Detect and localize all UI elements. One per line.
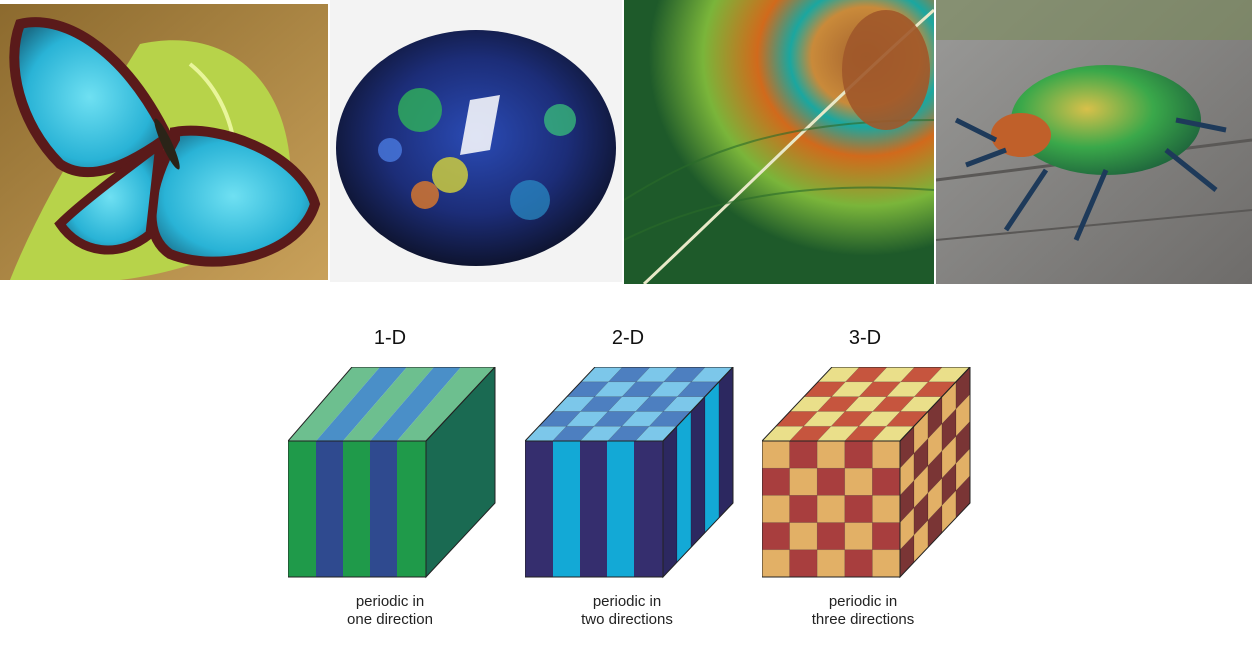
- caption-1d-line1: periodic in: [355, 593, 425, 610]
- caption-3d: periodic in three directions: [778, 593, 948, 629]
- opal-photo: [330, 0, 622, 282]
- beetle-photo: [936, 0, 1252, 284]
- cube-1d: [286, 365, 498, 584]
- butterfly-photo: [0, 4, 328, 280]
- title-3d: 3-D: [848, 327, 882, 349]
- caption-2d-line1: periodic in: [592, 593, 662, 610]
- cube-2d: [523, 365, 737, 584]
- caption-2d: periodic in two directions: [542, 593, 712, 629]
- caption-1d-line2: one direction: [347, 611, 433, 628]
- cube-3d: [760, 365, 974, 584]
- peacock-feather-photo: [624, 0, 934, 284]
- title-1d: 1-D: [373, 327, 407, 349]
- caption-1d: periodic in one direction: [305, 593, 475, 629]
- caption-3d-line2: three directions: [811, 611, 915, 628]
- caption-3d-line1: periodic in: [828, 593, 898, 610]
- title-2d: 2-D: [611, 327, 645, 349]
- caption-2d-line2: two directions: [581, 611, 673, 628]
